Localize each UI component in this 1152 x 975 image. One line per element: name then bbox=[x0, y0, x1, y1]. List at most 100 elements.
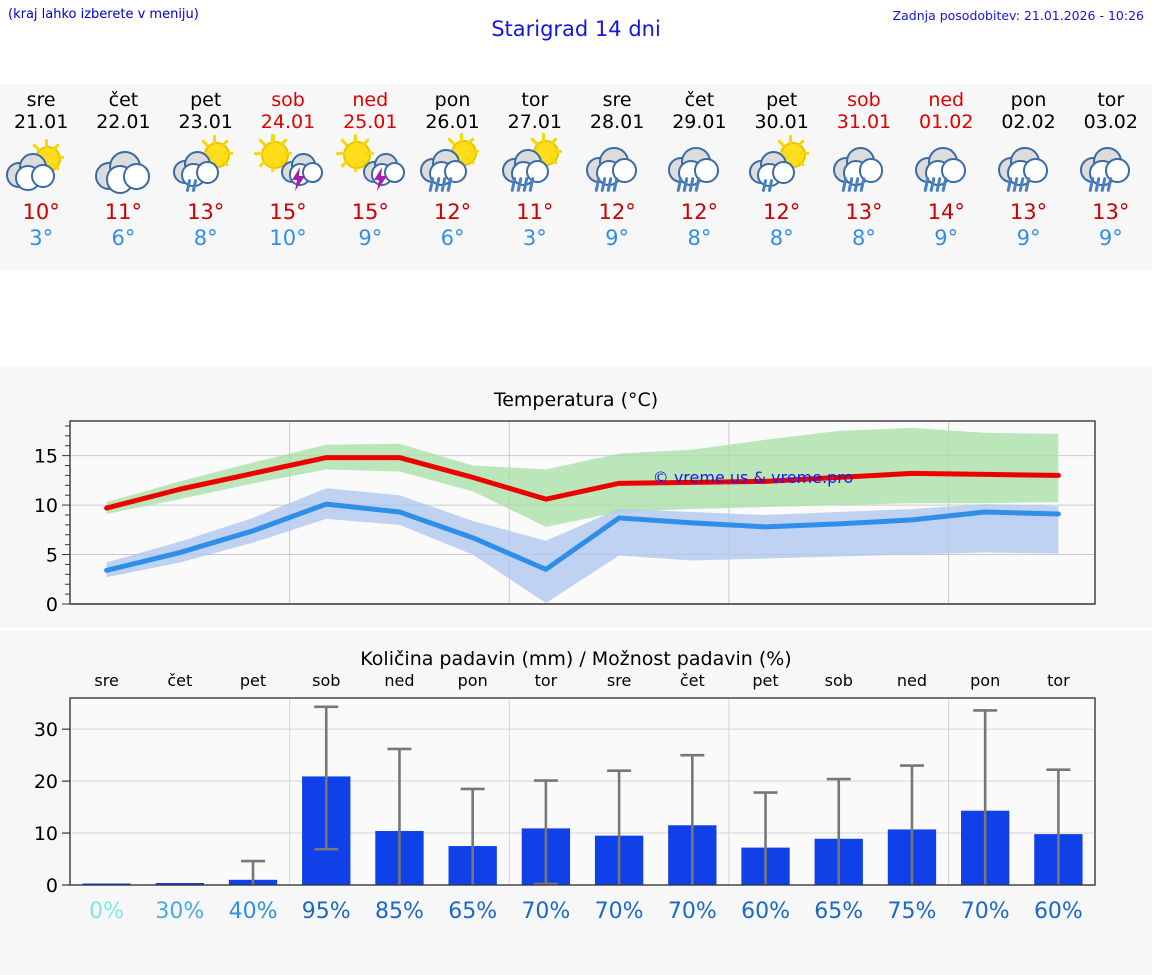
sun-ray bbox=[44, 139, 48, 148]
forecast-day-column[interactable]: ned 25.01 15° 9° bbox=[329, 84, 411, 270]
precip-probability-label: 70% bbox=[961, 899, 1010, 924]
temp-max: 13° bbox=[1009, 200, 1048, 224]
sun-ray bbox=[799, 151, 809, 155]
day-date: 30.01 bbox=[754, 111, 809, 133]
weather-icon-sun-cloud-rain bbox=[741, 135, 823, 197]
temp-max: 11° bbox=[516, 200, 554, 224]
day-name: pon bbox=[1010, 89, 1047, 111]
sun-ray bbox=[271, 163, 275, 172]
weather-icon-cloud-rain bbox=[576, 135, 658, 197]
weather-icon-cloud-rain bbox=[1070, 135, 1152, 197]
precip-probability-label: 70% bbox=[668, 899, 717, 924]
precip-probability-label: 95% bbox=[302, 899, 351, 924]
temperature-chart-title: Temperatura (°C) bbox=[493, 389, 659, 411]
lightning-icon bbox=[291, 167, 305, 191]
forecast-day-column[interactable]: tor 03.02 13° 9° bbox=[1070, 84, 1152, 270]
plot-border bbox=[69, 697, 1096, 886]
temp-max: 15° bbox=[269, 200, 307, 224]
forecast-day-column[interactable]: sob 24.01 15° 10° bbox=[247, 84, 329, 270]
forecast-day-column[interactable]: sob 31.01 13° 8° bbox=[823, 84, 905, 270]
plot-area bbox=[69, 697, 1096, 886]
precip-day-label: sre bbox=[94, 671, 118, 690]
y-axis-label: 5 bbox=[46, 545, 58, 567]
temp-min: 3° bbox=[522, 226, 547, 250]
precip-day-label: pet bbox=[752, 671, 778, 690]
forecast-day-column[interactable]: čet 29.01 12° 8° bbox=[658, 84, 740, 270]
day-date: 02.02 bbox=[1001, 111, 1056, 133]
y-axis-label: 10 bbox=[34, 823, 58, 845]
day-name: sre bbox=[602, 89, 632, 111]
day-date: 28.01 bbox=[589, 111, 645, 133]
sun-ray bbox=[213, 135, 217, 144]
precip-day-label: tor bbox=[535, 671, 558, 690]
y-axis-label: 15 bbox=[34, 446, 58, 468]
forecast-day-column[interactable]: pon 02.02 13° 9° bbox=[987, 84, 1069, 270]
sun-ray bbox=[223, 151, 233, 155]
precip-day-label: tor bbox=[1047, 671, 1070, 690]
temperature-line bbox=[104, 455, 1061, 511]
sun-ray bbox=[200, 139, 210, 148]
temp-max: 12° bbox=[680, 200, 718, 224]
uncertainty-band bbox=[106, 427, 1059, 527]
forecast-day-column[interactable]: čet 22.01 11° 6° bbox=[82, 84, 164, 270]
forecast-day-column[interactable]: ned 01.02 14° 9° bbox=[905, 84, 987, 270]
precip-probability-label: 0% bbox=[89, 899, 124, 924]
menu-hint: (kraj lahko izberete v meniju) bbox=[8, 7, 199, 22]
weather-icon-cloud bbox=[82, 135, 164, 197]
sun-ray bbox=[271, 134, 275, 143]
precip-probability-label: 85% bbox=[375, 899, 424, 924]
temp-max: 12° bbox=[433, 200, 472, 224]
weather-icon-sun-cloud bbox=[0, 135, 82, 197]
forecast-day-column[interactable]: sre 21.01 10° 3° bbox=[0, 84, 82, 270]
sun-ray bbox=[282, 151, 292, 155]
precip-probability-label: 65% bbox=[448, 899, 497, 924]
forecast-day-column[interactable]: sre 28.01 12° 9° bbox=[576, 84, 658, 270]
sun-ray bbox=[459, 133, 464, 142]
sun-ray bbox=[776, 139, 786, 148]
forecast-day-column[interactable]: pet 23.01 13° 8° bbox=[165, 84, 247, 270]
temp-max: 14° bbox=[927, 200, 965, 224]
temp-min: 8° bbox=[769, 226, 794, 250]
forecast-day-column[interactable]: tor 27.01 11° 3° bbox=[494, 84, 576, 270]
temp-max: 11° bbox=[104, 200, 143, 224]
precip-day-label: ned bbox=[897, 671, 927, 690]
precip-day-label: čet bbox=[680, 671, 705, 690]
day-name: čet bbox=[108, 89, 139, 111]
page-title: Starigrad 14 dni bbox=[491, 17, 661, 41]
day-date: 27.01 bbox=[507, 111, 563, 133]
precip-day-label: sre bbox=[607, 671, 631, 690]
day-date: 25.01 bbox=[343, 111, 398, 133]
forecast-day-column[interactable]: pet 30.01 12° 8° bbox=[741, 84, 823, 270]
precip-day-label: pet bbox=[240, 671, 266, 690]
day-date: 22.01 bbox=[96, 111, 151, 133]
day-name: ned bbox=[928, 89, 965, 111]
sun-ray bbox=[336, 151, 346, 155]
sun-ray bbox=[552, 149, 562, 153]
precip-bar[interactable] bbox=[82, 883, 131, 886]
day-name: ned bbox=[352, 89, 389, 111]
forecast-day-column[interactable]: pon 26.01 12° 6° bbox=[411, 84, 493, 270]
precip-probability-label: 40% bbox=[229, 899, 278, 924]
day-date: 21.01 bbox=[13, 111, 69, 133]
weather-icon-sun-cloud-rain bbox=[165, 135, 247, 197]
day-date: 03.02 bbox=[1083, 111, 1138, 133]
y-axis-label: 10 bbox=[34, 495, 58, 517]
temp-min: 9° bbox=[1098, 226, 1123, 250]
forecast-day-strip: sre 21.01 10° 3° čet 22.01 11° 6° pet 23.01 13° 8° s… bbox=[0, 84, 1152, 270]
temp-max: 13° bbox=[187, 200, 225, 224]
temp-max: 10° bbox=[22, 200, 60, 224]
precip-probability-label: 65% bbox=[814, 899, 863, 924]
precip-day-label: ned bbox=[384, 671, 414, 690]
sun-ray bbox=[529, 137, 539, 146]
temp-min: 9° bbox=[358, 226, 383, 250]
precip-day-label: čet bbox=[167, 671, 192, 690]
precip-probability-label: 60% bbox=[741, 899, 790, 924]
precip-bar[interactable] bbox=[155, 883, 204, 885]
day-name: pet bbox=[766, 89, 798, 111]
day-date: 26.01 bbox=[425, 111, 480, 133]
day-date: 29.01 bbox=[672, 111, 727, 133]
temp-min: 8° bbox=[852, 226, 876, 250]
temp-max: 15° bbox=[351, 200, 389, 224]
precip-probability-label: 60% bbox=[1034, 899, 1083, 924]
sun-ray bbox=[542, 133, 546, 142]
